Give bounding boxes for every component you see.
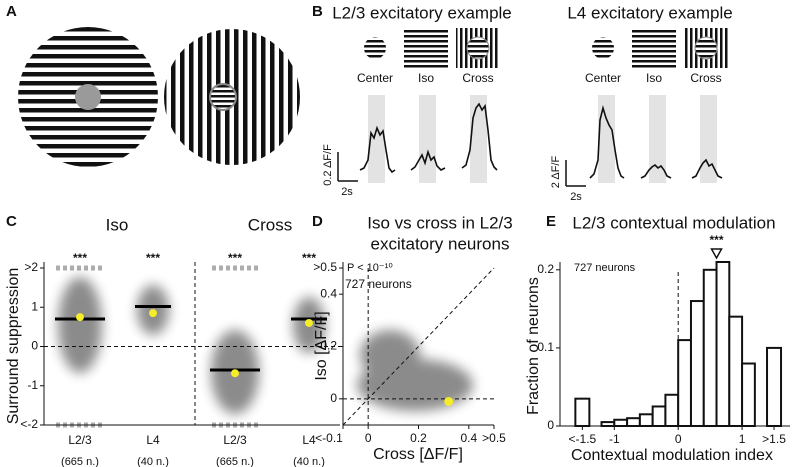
unity-line xyxy=(342,267,495,426)
bar xyxy=(677,339,692,428)
y-tick-label: <-2 xyxy=(20,417,38,431)
y-tick-label: 0.4 xyxy=(320,286,337,300)
bar xyxy=(600,421,616,428)
group-label: Cross xyxy=(248,215,292,234)
scale-label: 2 ΔF/F xyxy=(550,156,562,189)
stimulus-iso xyxy=(18,27,158,167)
significance: *** xyxy=(710,233,724,247)
y-tick-label: 0.2 xyxy=(320,339,337,353)
y-tick-label: 0 xyxy=(330,391,337,405)
mean xyxy=(149,309,157,318)
x-tick-label: >0.5 xyxy=(482,431,506,445)
y-axis-label: Fraction of neurons xyxy=(525,277,542,415)
count-label: (40 n.) xyxy=(293,456,325,467)
bar xyxy=(728,315,744,427)
mean xyxy=(76,313,84,322)
scale-label: 0.2 ΔF/F xyxy=(322,144,334,186)
condition-label: Iso xyxy=(418,71,434,85)
chart-title: Iso vs cross in L2/3 xyxy=(367,213,513,232)
y-tick-label: 1 xyxy=(31,299,38,313)
count-label: (665 n.) xyxy=(61,456,99,467)
panel-letter: A xyxy=(6,3,17,20)
panel-letter: E xyxy=(546,213,556,230)
x-axis-label: Contextual modulation index xyxy=(571,447,773,464)
mean-marker xyxy=(710,248,723,260)
x-tick-label: L4 xyxy=(302,433,316,447)
x-tick-label: L4 xyxy=(146,433,160,447)
scale-label: 2s xyxy=(341,186,353,198)
x-tick-label: 0 xyxy=(365,431,372,445)
scale-bars xyxy=(337,152,586,187)
mean xyxy=(444,396,454,406)
bar xyxy=(702,268,718,427)
y-tick-label: 0.1 xyxy=(537,340,554,354)
point-cloud xyxy=(58,277,325,414)
tail-bar xyxy=(574,397,591,427)
significance: *** xyxy=(302,251,316,265)
example-title: L4 excitatory example xyxy=(567,3,732,22)
y-tick-label: >0.5 xyxy=(313,260,337,274)
chart-title: L2/3 contextual modulation xyxy=(572,213,775,232)
stimulus-cross xyxy=(164,29,300,165)
y-tick-label: -1 xyxy=(27,378,38,392)
mean xyxy=(305,318,313,327)
condition-label: Cross xyxy=(462,71,493,85)
significance: *** xyxy=(228,251,242,265)
bar xyxy=(638,413,654,427)
count-label: (40 n.) xyxy=(137,456,169,467)
panel-letter: B xyxy=(312,3,323,20)
example-traces xyxy=(359,102,723,179)
annotation: P < 10⁻¹⁰ xyxy=(347,262,393,274)
chart-title: excitatory neurons xyxy=(371,234,510,253)
y-tick-label: 0 xyxy=(31,339,38,353)
tail-bar xyxy=(766,346,783,427)
scale-label: 2s xyxy=(570,191,582,203)
count-label: (665 n.) xyxy=(216,456,254,467)
bar xyxy=(741,362,756,427)
condition-label: Iso xyxy=(646,71,662,85)
group-label: Iso xyxy=(106,215,129,234)
annotation: 727 neurons xyxy=(345,277,412,291)
y-tick-label: >2 xyxy=(24,260,38,274)
x-tick-label: 1 xyxy=(739,432,746,446)
bar xyxy=(689,300,705,427)
x-tick-label: <-0.1 xyxy=(315,431,343,445)
bar xyxy=(664,393,680,427)
bar xyxy=(651,405,667,428)
annotation: 727 neurons xyxy=(574,262,636,274)
x-tick-label: <-1.5 xyxy=(569,432,597,446)
bar xyxy=(626,417,641,428)
stimulus-windows xyxy=(368,95,717,183)
x-tick-label: 0.2 xyxy=(410,431,427,445)
x-tick-label: >1.5 xyxy=(762,432,786,446)
condition-label: Center xyxy=(357,71,393,85)
y-tick-label: 0 xyxy=(547,418,554,432)
y-axis-label: Iso [ΔF/F] xyxy=(313,311,330,380)
bar xyxy=(715,261,731,427)
x-axis-label: Cross [ΔF/F] xyxy=(373,446,463,463)
x-tick-label: -1 xyxy=(609,432,620,446)
significance: *** xyxy=(146,251,160,265)
bar xyxy=(613,418,629,427)
condition-label: Cross xyxy=(690,71,721,85)
panel-letter: C xyxy=(6,213,17,230)
x-tick-label: L2/3 xyxy=(223,433,247,447)
x-tick-label: L2/3 xyxy=(68,433,92,447)
significance: *** xyxy=(73,251,87,265)
x-tick-label: 0.4 xyxy=(460,431,477,445)
y-tick-label: 0.2 xyxy=(537,262,554,276)
mean xyxy=(231,369,239,378)
y-axis-label: Surround suppression xyxy=(5,268,22,425)
panel-letter: D xyxy=(312,213,323,230)
stimulus-icons xyxy=(364,28,728,68)
example-title: L2/3 excitatory example xyxy=(332,3,512,22)
x-tick-label: 0 xyxy=(675,432,682,446)
condition-label: Center xyxy=(585,71,621,85)
point-cloud xyxy=(357,330,473,411)
